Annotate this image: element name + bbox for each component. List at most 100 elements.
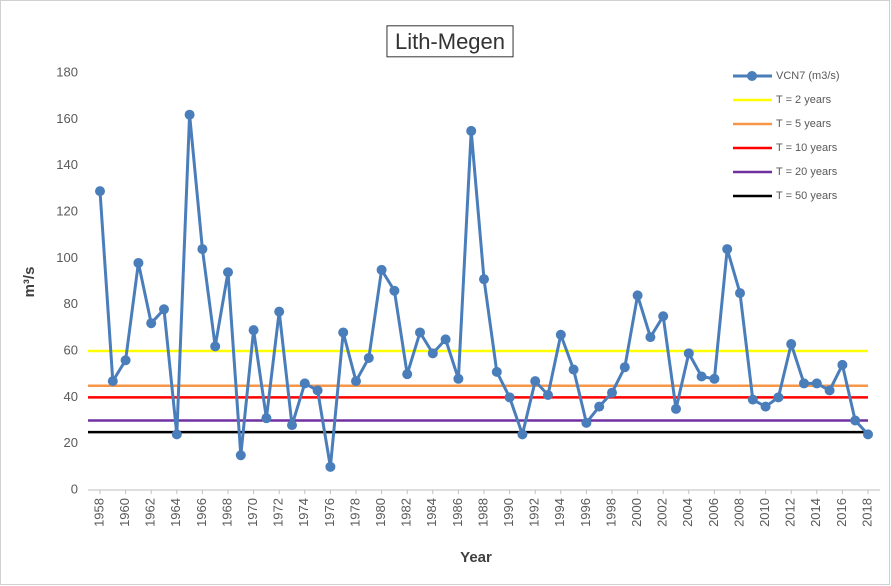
- data-point: [223, 267, 233, 278]
- data-point: [671, 403, 681, 414]
- data-point: [619, 362, 630, 373]
- data-point: [594, 401, 605, 412]
- x-tick-label: 1962: [143, 498, 158, 527]
- data-point: [504, 392, 515, 403]
- data-point: [171, 429, 182, 440]
- data-point: [312, 385, 323, 396]
- data-point: [133, 257, 144, 268]
- data-point: [722, 244, 733, 255]
- data-point: [146, 318, 157, 329]
- data-point: [773, 392, 784, 403]
- data-point: [466, 125, 477, 136]
- data-point: [479, 274, 489, 285]
- x-tick-label: 2004: [680, 498, 695, 527]
- y-tick-label: 100: [56, 250, 78, 265]
- y-tick-label: 140: [56, 157, 78, 172]
- y-tick-label: 160: [56, 111, 78, 126]
- data-point: [389, 285, 400, 296]
- x-tick-label: 1988: [475, 498, 490, 527]
- data-point: [709, 373, 720, 384]
- legend-label: VCN7 (m3/s): [776, 70, 840, 82]
- x-tick-label: 2006: [706, 498, 721, 527]
- data-point: [287, 420, 297, 431]
- x-tick-label: 1968: [219, 498, 234, 527]
- x-tick-label: 1996: [578, 498, 593, 527]
- data-point: [645, 332, 656, 343]
- data-point: [607, 387, 617, 398]
- x-tick-label: 2016: [834, 498, 849, 527]
- legend-label: T = 10 years: [776, 142, 838, 154]
- data-point: [543, 390, 553, 401]
- x-tick-label: 1992: [527, 498, 542, 527]
- data-point: [658, 311, 669, 322]
- data-point: [210, 341, 221, 352]
- data-point: [427, 348, 438, 359]
- x-tick-label: 1998: [603, 498, 618, 527]
- data-point: [696, 371, 707, 382]
- data-point: [274, 306, 285, 317]
- y-tick-label: 60: [64, 342, 78, 357]
- data-point: [325, 461, 336, 472]
- data-point: [517, 429, 528, 440]
- x-axis-label: Year: [460, 549, 492, 566]
- x-tick-label: 1966: [194, 498, 209, 527]
- x-tick-label: 1980: [373, 498, 388, 527]
- x-tick-label: 1990: [501, 498, 516, 527]
- x-tick-label: 2018: [859, 498, 874, 527]
- x-tick-label: 2010: [757, 498, 772, 527]
- data-point: [299, 378, 310, 389]
- data-point: [376, 264, 387, 275]
- data-point: [632, 290, 643, 301]
- data-point: [568, 364, 579, 375]
- data-point: [735, 288, 745, 299]
- data-point: [120, 355, 131, 366]
- data-point: [863, 429, 873, 440]
- x-tick-label: 2014: [808, 498, 823, 527]
- chart-title: Lith-Megen: [395, 29, 505, 54]
- x-tick-label: 2012: [783, 498, 798, 527]
- data-point: [415, 327, 425, 338]
- data-point: [824, 385, 835, 396]
- data-point: [363, 352, 374, 363]
- x-tick-label: 1970: [245, 498, 260, 527]
- legend-label: T = 50 years: [776, 190, 838, 202]
- data-point: [683, 348, 694, 359]
- data-point: [811, 378, 822, 389]
- y-tick-label: 0: [71, 481, 78, 496]
- x-tick-label: 1972: [271, 498, 286, 527]
- x-tick-label: 2008: [731, 498, 746, 527]
- data-point: [530, 376, 541, 387]
- y-axis-label: m³/s: [21, 267, 38, 298]
- data-point: [799, 378, 809, 389]
- x-tick-label: 1986: [450, 498, 465, 527]
- title-box: [386, 25, 514, 58]
- data-point: [850, 415, 861, 426]
- x-tick-label: 1994: [552, 498, 567, 527]
- x-tick-label: 1984: [424, 498, 439, 527]
- x-tick-label: 1974: [296, 498, 311, 527]
- data-point: [184, 109, 195, 120]
- data-point: [760, 401, 771, 412]
- data-point: [402, 369, 413, 380]
- data-point: [197, 244, 208, 255]
- legend-label: T = 20 years: [776, 166, 838, 178]
- data-point: [159, 304, 169, 315]
- data-point: [107, 376, 118, 387]
- legend-label: T = 5 years: [776, 118, 832, 130]
- data-point: [555, 329, 566, 340]
- data-point: [351, 376, 361, 387]
- data-point: [453, 373, 464, 384]
- x-tick-label: 1976: [322, 498, 337, 527]
- x-tick-label: 2002: [655, 498, 670, 527]
- x-tick-label: 1978: [347, 498, 362, 527]
- x-tick-label: 1982: [399, 498, 414, 527]
- x-tick-label: 1964: [168, 498, 183, 527]
- data-point: [95, 186, 105, 197]
- data-point: [786, 339, 797, 350]
- data-point: [338, 327, 349, 338]
- data-point: [747, 394, 758, 405]
- data-point: [248, 325, 259, 336]
- data-point: [235, 450, 246, 461]
- data-point: [581, 417, 592, 428]
